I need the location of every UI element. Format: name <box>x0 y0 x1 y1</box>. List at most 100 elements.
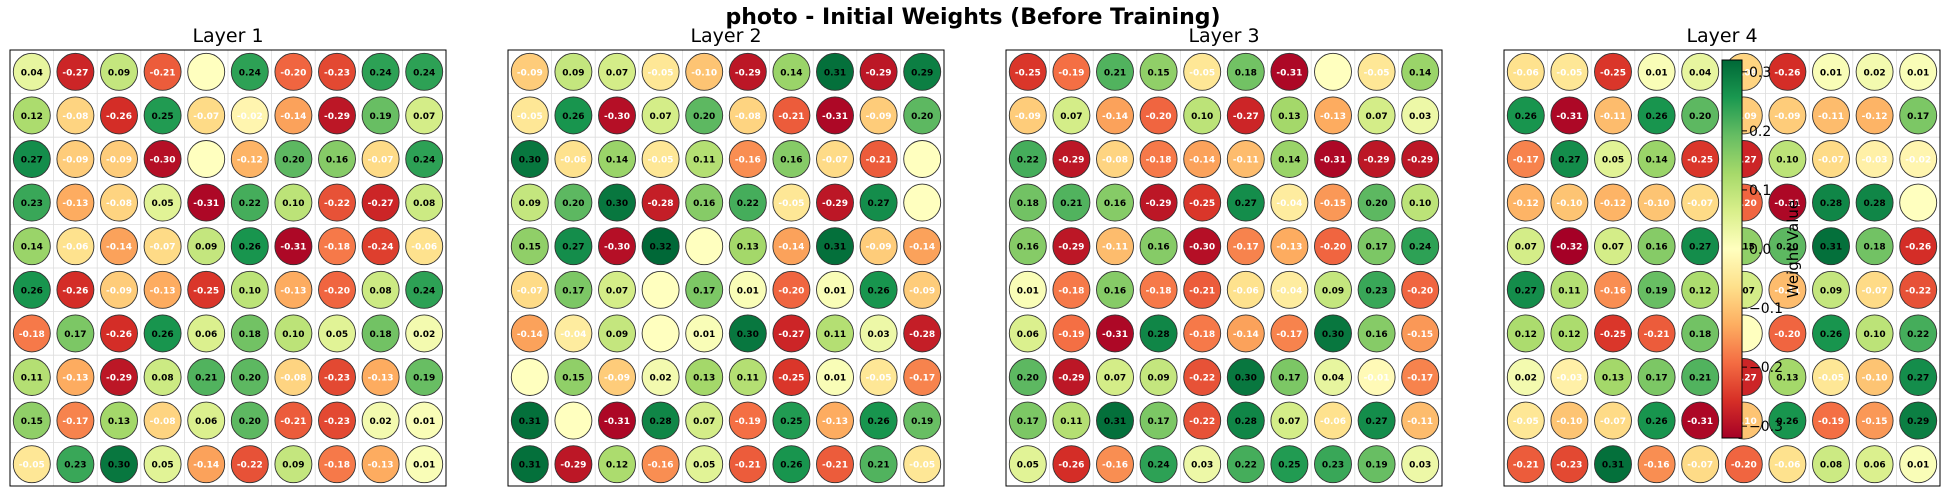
weight-label: -0.06 <box>411 243 437 253</box>
weight-circle <box>187 314 226 353</box>
weight-circle <box>598 270 636 309</box>
weight-circle <box>598 445 636 484</box>
weight-label: 0.31 <box>824 243 846 253</box>
weight-circle <box>274 445 313 484</box>
weight-label: 0.23 <box>1322 461 1344 471</box>
weight-circle <box>274 52 313 91</box>
weight-label: -0.25 <box>1600 330 1626 340</box>
weight-circle <box>56 445 95 484</box>
weight-label: 0.10 <box>1776 156 1798 166</box>
weight-circle <box>1270 52 1309 91</box>
weight-circle <box>1681 227 1720 266</box>
weight-label: 0.20 <box>239 374 261 384</box>
weight-circle <box>903 314 942 353</box>
weight-circle <box>1550 445 1589 484</box>
weight-circle <box>1008 358 1047 396</box>
weight-label: -0.10 <box>1731 417 1757 427</box>
weight-circle <box>187 52 226 91</box>
weight-label: 0.23 <box>64 461 86 471</box>
weight-circle <box>903 270 942 309</box>
weight-label: -0.21 <box>1644 330 1670 340</box>
weight-label: -0.18 <box>324 461 350 471</box>
weight-circle <box>274 96 313 135</box>
weight-label: 0.27 <box>1235 199 1257 209</box>
weight-circle <box>1183 445 1222 484</box>
weight-circle <box>1183 52 1222 91</box>
weight-circle <box>685 270 724 309</box>
weight-label: 0.27 <box>867 199 889 209</box>
weight-circle <box>318 358 356 396</box>
weight-label: 0.10 <box>239 286 261 296</box>
weight-label: -0.13 <box>62 199 88 209</box>
weight-circle <box>274 270 313 309</box>
weight-circle <box>405 270 444 309</box>
panel-title-layer-2: Layer 2 <box>690 25 761 47</box>
weight-circle <box>1357 445 1396 484</box>
weight-label: 0.10 <box>1191 112 1213 122</box>
weight-circle <box>1008 314 1047 353</box>
weight-label: -0.19 <box>1818 417 1844 427</box>
weight-label: -0.05 <box>909 461 935 471</box>
weight-circle <box>685 358 724 396</box>
weight-circle <box>143 401 182 440</box>
weight-circle <box>859 270 898 309</box>
weight-label: 0.10 <box>1863 330 1885 340</box>
weight-label: 0.07 <box>1365 112 1387 122</box>
weight-circle <box>1270 314 1309 353</box>
weight-circle <box>641 96 680 135</box>
weight-circle <box>1550 314 1589 353</box>
weight-label: 0.15 <box>1147 68 1169 78</box>
weight-label: -0.14 <box>106 243 132 253</box>
weight-label: -0.05 <box>778 199 804 209</box>
weight-label: -0.28 <box>909 330 935 340</box>
weight-label: 0.18 <box>1689 330 1711 340</box>
weight-circle <box>274 140 313 178</box>
weight-circle <box>1768 140 1807 178</box>
weight-circle <box>12 227 51 266</box>
weight-label: -0.07 <box>368 156 394 166</box>
weight-label: -0.08 <box>735 112 761 122</box>
weight-circle <box>100 227 138 266</box>
weight-circle <box>1183 227 1222 266</box>
weight-circle <box>728 358 767 396</box>
weight-circle <box>1506 52 1545 91</box>
weight-label: -0.23 <box>324 68 350 78</box>
weight-circle <box>1270 445 1309 484</box>
weight-label: -0.05 <box>19 461 45 471</box>
weight-circle <box>1506 227 1545 266</box>
weight-label: 0.29 <box>1907 417 1929 427</box>
weight-label: 0.16 <box>1645 243 1667 253</box>
weight-circle <box>1855 140 1894 178</box>
weight-circle <box>685 314 724 353</box>
weight-label: -0.07 <box>1862 286 1888 296</box>
weight-label: 0.22 <box>239 199 261 209</box>
weight-label: 0.20 <box>1017 374 1039 384</box>
weight-label: -0.07 <box>193 112 219 122</box>
weight-circle <box>554 227 593 266</box>
weight-circle <box>510 96 549 135</box>
weight-circle <box>1183 314 1222 353</box>
weight-label: -0.18 <box>324 243 350 253</box>
weight-circle <box>728 227 767 266</box>
weight-circle <box>1506 140 1545 178</box>
weight-label: -0.07 <box>1818 156 1844 166</box>
weight-label: -0.20 <box>1407 286 1433 296</box>
weight-circle <box>1139 314 1178 353</box>
weight-label: 0.22 <box>737 199 759 209</box>
weight-circle <box>554 270 593 309</box>
weight-label: -0.08 <box>1731 68 1757 78</box>
weight-label: 0.01 <box>1907 461 1929 471</box>
weight-label: -0.11 <box>1818 112 1844 122</box>
weight-label: -0.06 <box>1233 286 1259 296</box>
weight-circle <box>1812 52 1850 91</box>
weight-label: 0.20 <box>1776 243 1798 253</box>
weight-circle <box>1855 358 1894 396</box>
weight-label: -0.26 <box>1905 243 1931 253</box>
weight-label: 0.24 <box>369 68 391 78</box>
weight-circle <box>1506 96 1545 135</box>
colorbar-tick-label: 0.3 <box>1749 65 1771 81</box>
weight-circle <box>685 52 724 91</box>
weight-label: -0.15 <box>1320 199 1346 209</box>
weight-label: -0.22 <box>1189 374 1215 384</box>
weight-circle <box>100 358 138 396</box>
